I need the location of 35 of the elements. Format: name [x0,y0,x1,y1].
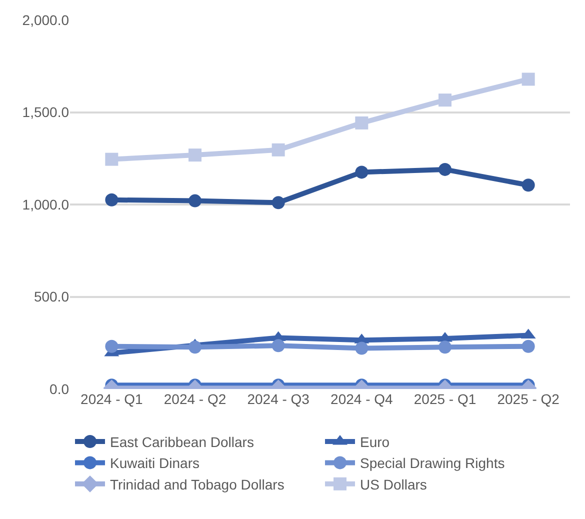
point [355,166,368,179]
legend-label: Kuwaiti Dinars [110,455,200,472]
point [438,162,452,176]
point [188,148,202,162]
legend-label: East Caribbean Dollars [110,434,254,450]
point [272,339,285,352]
x-tick-label: 2025 - Q2 [497,391,560,407]
point [105,152,118,166]
point [272,143,285,156]
legend-label: Special Drawing Rights [360,455,505,472]
point [522,178,535,192]
point [355,116,368,130]
x-tick-label: 2025 - Q1 [414,391,476,407]
y-tick-label: 0.0 [50,380,70,397]
legend-label: US Dollars [360,476,427,492]
point [188,194,202,208]
y-tick-label: 1,000.0 [22,196,70,212]
x-tick-label: 2024 - Q1 [80,391,144,407]
y-tick-label: 1,500.0 [22,104,70,120]
point [105,340,118,353]
x-tick-label: 2024 - Q2 [164,391,226,407]
point [188,340,202,354]
legend-label: Euro [360,434,390,450]
point [438,94,452,107]
point [522,340,535,353]
point [522,72,535,86]
x-tick-label: 2024 - Q3 [247,391,310,407]
point [272,196,285,210]
point [438,340,452,354]
y-tick-label: 500.0 [34,288,70,305]
y-tick-label: 2,000.0 [22,12,70,28]
legend-label: Trinidad and Tobago Dollars [110,476,284,492]
point [105,193,118,206]
point [355,342,368,355]
x-tick-label: 2024 - Q4 [330,391,394,407]
